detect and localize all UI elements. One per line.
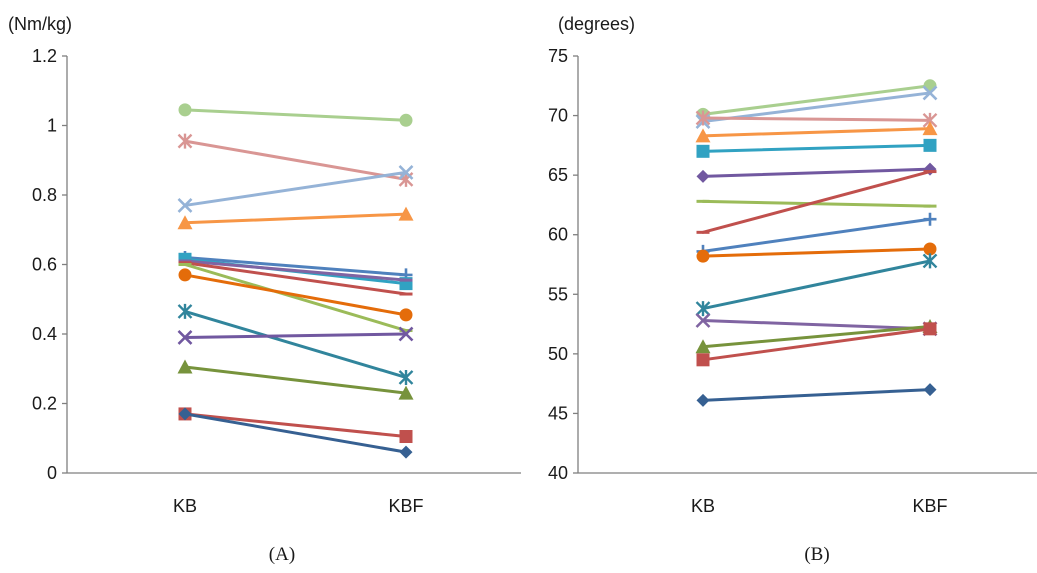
y-tick-label: 55 [548, 284, 568, 304]
data-point [399, 430, 413, 444]
series-line [183, 108, 408, 122]
panel-caption: (A) [269, 544, 295, 565]
series-line [701, 143, 932, 153]
data-point [178, 103, 192, 117]
data-point [696, 393, 710, 407]
series-line [183, 261, 408, 296]
y-tick-label: 65 [548, 165, 568, 185]
data-point [178, 407, 192, 421]
series-line [701, 199, 932, 208]
data-point [177, 215, 193, 230]
data-point [696, 353, 710, 367]
data-point [923, 242, 937, 256]
y-unit-label: (degrees) [558, 14, 635, 34]
y-tick-label: 1.2 [32, 46, 57, 66]
series-line [701, 91, 932, 124]
data-point [399, 113, 413, 127]
data-point [178, 268, 192, 282]
series-line [701, 259, 932, 311]
series-line [183, 412, 408, 454]
y-tick-label: 1 [47, 116, 57, 136]
series-line [183, 412, 408, 439]
series-line [701, 116, 932, 122]
data-point [696, 249, 710, 263]
y-tick-label: 60 [548, 225, 568, 245]
y-tick-label: 75 [548, 46, 568, 66]
series-line [701, 247, 932, 258]
data-point [922, 85, 938, 101]
y-tick-label: 0.8 [32, 185, 57, 205]
data-point [399, 308, 413, 322]
data-point [177, 198, 193, 213]
y-tick-label: 40 [548, 463, 568, 483]
series-line [701, 217, 932, 253]
data-point [177, 330, 193, 345]
y-tick-label: 50 [548, 344, 568, 364]
series-line [183, 139, 408, 181]
data-point [177, 359, 193, 374]
data-point [923, 212, 937, 226]
y-unit-label: (Nm/kg) [8, 14, 72, 34]
data-point [695, 110, 711, 126]
series-line [183, 332, 408, 339]
data-point [922, 121, 938, 136]
data-point [399, 445, 413, 459]
series-line [183, 170, 408, 207]
x-tick-label: KB [173, 496, 197, 516]
data-point [695, 339, 711, 354]
y-tick-label: 0.2 [32, 394, 57, 414]
data-point [696, 169, 710, 183]
data-point [923, 79, 937, 93]
panel-a-chart: (Nm/kg) 0 0.2 0.4 0.6 0.8 1 1.2 KB KBF (A) [8, 14, 521, 565]
data-point [922, 253, 938, 269]
data-point [398, 164, 414, 180]
data-point [923, 383, 937, 397]
panel-b-chart: (degrees) 40 45 50 55 60 65 70 75 KB KBF (B) [548, 14, 1037, 565]
series-line [701, 327, 932, 362]
series-line [183, 212, 408, 225]
y-tick-label: 45 [548, 403, 568, 423]
x-tick-label: KBF [912, 496, 947, 516]
series-line [183, 273, 408, 317]
series-line [701, 324, 932, 349]
data-point [923, 138, 937, 152]
series-line [183, 256, 408, 277]
data-point [398, 206, 414, 221]
series-line [701, 170, 932, 234]
data-point [695, 313, 711, 328]
data-point [398, 385, 414, 400]
data-point [177, 303, 193, 319]
series-line [701, 167, 932, 178]
data-point [695, 301, 711, 317]
y-tick-label: 0.6 [32, 255, 57, 275]
x-tick-label: KB [691, 496, 715, 516]
data-point [695, 128, 711, 143]
series-line [183, 263, 408, 333]
series-line [701, 84, 932, 116]
series-line [183, 309, 408, 379]
y-tick-label: 0.4 [32, 324, 57, 344]
data-point [696, 144, 710, 158]
y-tick-label: 0 [47, 463, 57, 483]
series-line [183, 259, 408, 282]
series-line [701, 318, 932, 331]
data-point [923, 322, 937, 336]
series-line [701, 388, 932, 402]
x-tick-label: KBF [388, 496, 423, 516]
panel-caption: (B) [804, 544, 829, 565]
y-tick-label: 70 [548, 106, 568, 126]
series-line [701, 127, 932, 138]
data-point [177, 133, 193, 149]
data-point [398, 326, 414, 342]
series-line [183, 365, 408, 395]
data-point [398, 369, 414, 385]
